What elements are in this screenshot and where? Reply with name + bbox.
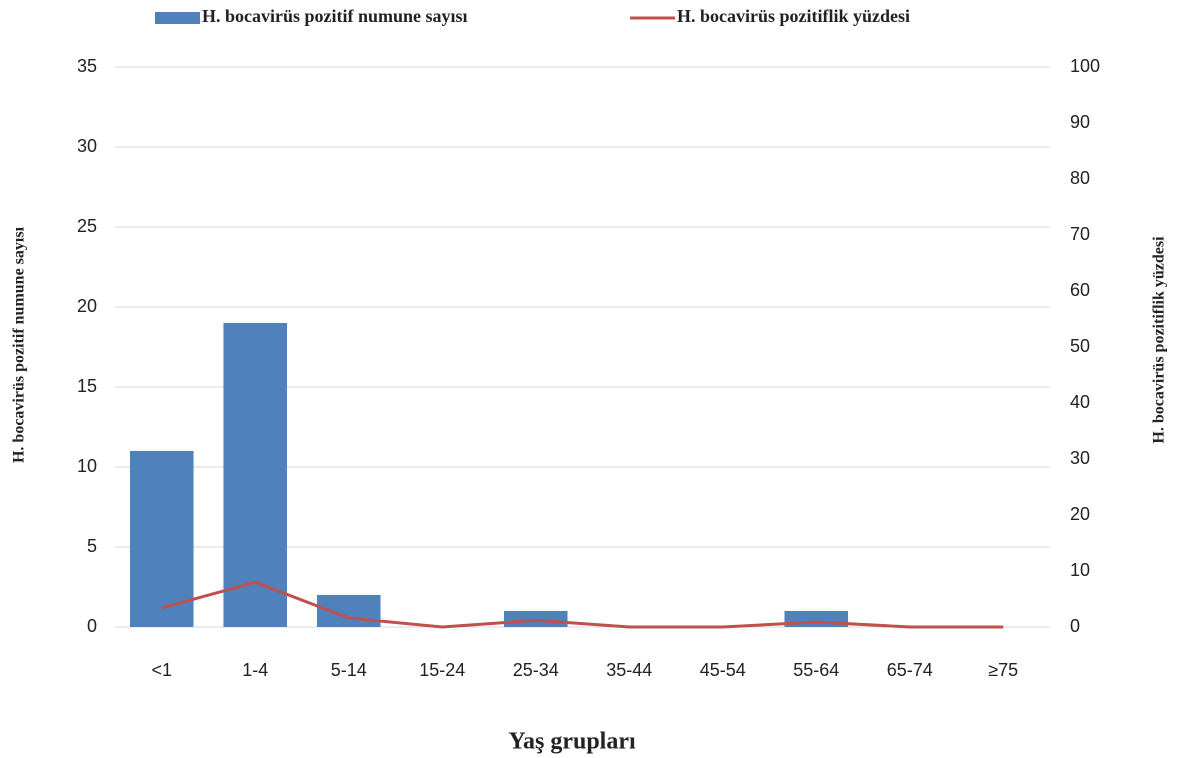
x-tick-label: 15-24 [419, 660, 465, 680]
y2-tick-label: 90 [1070, 112, 1090, 132]
y-tick-label: 0 [87, 616, 97, 636]
y-tick-label: 10 [77, 456, 97, 476]
x-tick-label: 25-34 [513, 660, 559, 680]
y2-tick-label: 80 [1070, 168, 1090, 188]
x-axis-title: Yaş grupları [508, 729, 636, 755]
x-tick-label: 5-14 [331, 660, 367, 680]
y-tick-label: 15 [77, 376, 97, 396]
y2-tick-label: 0 [1070, 616, 1080, 636]
x-tick-label: 55-64 [793, 660, 839, 680]
y2-tick-label: 60 [1070, 280, 1090, 300]
y2-tick-label: 30 [1070, 448, 1090, 468]
y-tick-label: 35 [77, 56, 97, 76]
line [161, 580, 1004, 629]
y2-tick-label: 40 [1070, 392, 1090, 412]
bar [129, 451, 194, 627]
y-tick-label: 20 [77, 296, 97, 316]
y-axis-title: H. bocavirüs pozitif numune sayısı [11, 226, 28, 463]
y2-tick-label: 50 [1070, 336, 1090, 356]
y-tick-label: 30 [77, 136, 97, 156]
y-tick-label: 5 [87, 536, 97, 556]
x-tick-label: 35-44 [606, 660, 652, 680]
y-tick-label: 25 [77, 216, 97, 236]
x-tick-label: 45-54 [700, 660, 746, 680]
x-tick-label: 65-74 [887, 660, 933, 680]
legend-label: H. bocavirüs pozitiflik yüzdesi [677, 6, 910, 26]
x-tick-label: ≥75 [988, 660, 1018, 680]
y2-tick-label: 100 [1070, 56, 1100, 76]
y2-axis-title: H. bocavirüs pozitiflik yüzdesi [1151, 236, 1168, 444]
legend-swatch [155, 12, 200, 24]
x-tick-label: 1-4 [242, 660, 268, 680]
y2-tick-label: 70 [1070, 224, 1090, 244]
bar [223, 323, 288, 627]
y2-tick-label: 10 [1070, 560, 1090, 580]
y2-tick-label: 20 [1070, 504, 1090, 524]
x-tick-label: <1 [151, 660, 172, 680]
legend-label: H. bocavirüs pozitif numune sayısı [202, 6, 468, 26]
